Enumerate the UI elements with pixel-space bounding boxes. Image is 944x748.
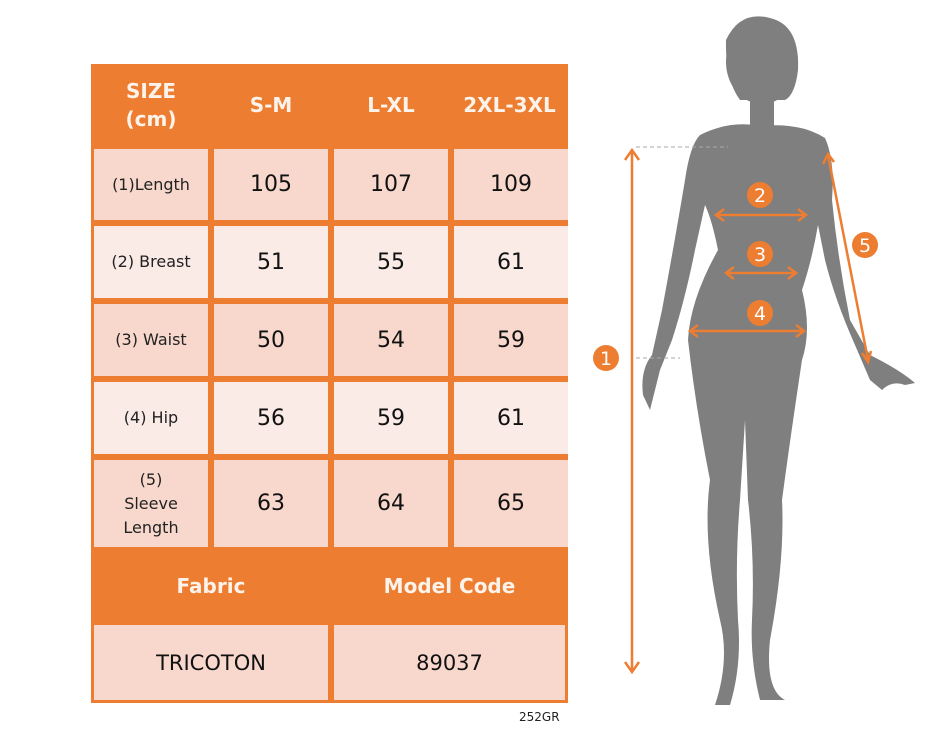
column-header-2xl-3xl: 2XL-3XL: [463, 93, 556, 117]
size-value-cell: 55: [334, 226, 448, 298]
size-value-cell: 105: [214, 149, 328, 220]
fabric-header: Fabric: [176, 574, 246, 598]
guide-lines: [636, 146, 728, 359]
size-chart-table: SIZE (cm) S-M L-XL 2XL-3XL (1)Length 105 1…: [91, 64, 568, 703]
marker-2: [747, 182, 773, 208]
row-label: (4) Hip: [94, 382, 208, 454]
marker-1: [593, 345, 619, 371]
size-value-cell: 107: [334, 149, 448, 220]
size-value-cell: 109: [454, 149, 568, 220]
measurement-markers: 1 2 3 4 5: [593, 182, 878, 371]
fabric-value: TRICOTON: [94, 625, 328, 700]
size-value-cell: 65: [454, 460, 568, 547]
row-label: (5) Sleeve Length: [94, 460, 208, 547]
row-label: (2) Breast: [94, 226, 208, 298]
size-value-cell: 50: [214, 304, 328, 376]
marker-2-label: 2: [754, 185, 766, 207]
row-label: (3) Waist: [94, 304, 208, 376]
row-label: (1)Length: [94, 149, 208, 220]
size-value-cell: 59: [454, 304, 568, 376]
size-value-cell: 51: [214, 226, 328, 298]
marker-5-label: 5: [859, 235, 871, 257]
marker-4: [747, 300, 773, 326]
column-header-l-xl: L-XL: [367, 93, 415, 117]
size-value-cell: 61: [454, 382, 568, 454]
size-header: SIZE (cm): [125, 79, 177, 131]
size-value-cell: 59: [334, 382, 448, 454]
size-value-cell: 63: [214, 460, 328, 547]
size-value-cell: 61: [454, 226, 568, 298]
marker-1-label: 1: [600, 348, 612, 370]
size-value-cell: 54: [334, 304, 448, 376]
size-value-cell: 56: [214, 382, 328, 454]
woman-silhouette: [642, 16, 915, 706]
marker-4-label: 4: [754, 303, 766, 325]
model-code-header: Model Code: [383, 574, 516, 598]
model-code-value: 89037: [334, 625, 565, 700]
column-header-s-m: S-M: [249, 93, 293, 117]
marker-5: [852, 232, 878, 258]
marker-3-label: 3: [754, 244, 766, 266]
marker-3: [747, 241, 773, 267]
product-code: 252GR: [519, 710, 560, 724]
size-value-cell: 64: [334, 460, 448, 547]
measurement-arrows: [623, 147, 873, 675]
